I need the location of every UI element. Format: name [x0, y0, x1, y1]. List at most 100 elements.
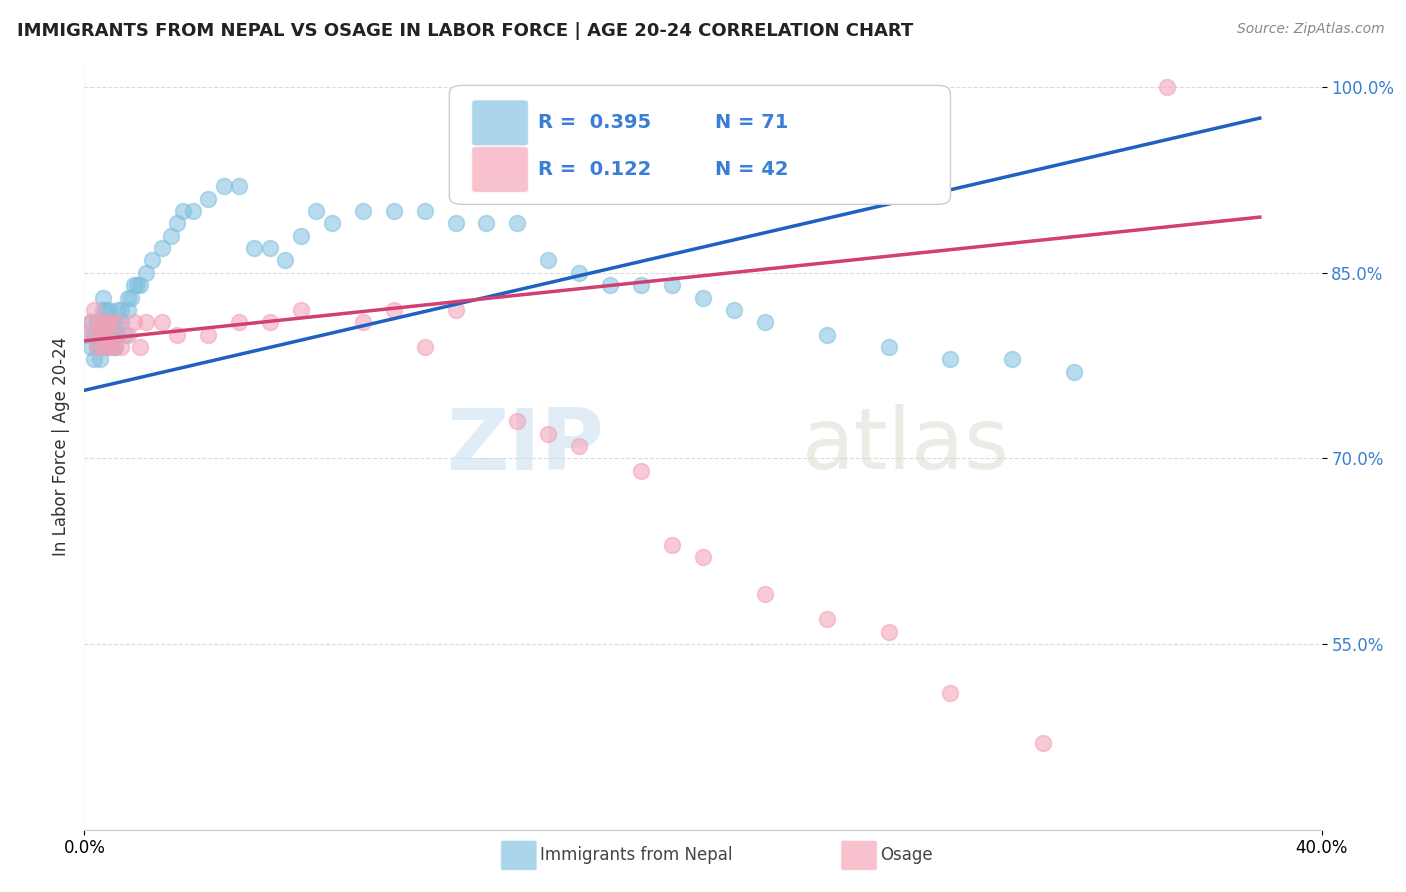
Point: [537, 253, 560, 268]
Point: [98, 340, 121, 354]
Point: [228, 179, 250, 194]
Point: [661, 278, 683, 293]
FancyBboxPatch shape: [501, 840, 537, 871]
Point: [382, 302, 405, 317]
Point: [89, 315, 111, 329]
Point: [94, 315, 117, 329]
Point: [352, 203, 374, 218]
Point: [150, 241, 173, 255]
Point: [692, 291, 714, 305]
Point: [117, 291, 139, 305]
Point: [475, 216, 498, 230]
Text: Osage: Osage: [880, 847, 932, 864]
FancyBboxPatch shape: [471, 146, 529, 193]
Point: [120, 291, 142, 305]
Point: [89, 327, 111, 342]
Point: [107, 327, 129, 342]
Point: [101, 327, 124, 342]
Point: [104, 315, 127, 329]
Point: [98, 327, 121, 342]
Point: [506, 216, 529, 230]
Point: [83, 352, 105, 367]
Point: [568, 266, 591, 280]
Point: [91, 302, 114, 317]
Point: [274, 253, 297, 268]
Point: [114, 327, 136, 342]
Point: [135, 266, 157, 280]
Point: [89, 327, 111, 342]
Point: [661, 538, 683, 552]
Point: [94, 340, 117, 354]
Point: [537, 426, 560, 441]
Point: [110, 340, 132, 354]
Point: [76, 327, 98, 342]
Point: [939, 352, 962, 367]
Point: [104, 340, 127, 354]
Point: [413, 203, 436, 218]
Point: [815, 327, 838, 342]
Point: [107, 302, 129, 317]
Point: [101, 327, 124, 342]
Point: [79, 315, 101, 329]
Point: [506, 414, 529, 428]
Point: [321, 216, 343, 230]
Point: [290, 228, 312, 243]
Point: [197, 327, 219, 342]
FancyBboxPatch shape: [471, 100, 529, 146]
FancyBboxPatch shape: [450, 86, 950, 204]
Point: [98, 302, 121, 317]
Point: [91, 340, 114, 354]
Text: Immigrants from Nepal: Immigrants from Nepal: [540, 847, 733, 864]
Point: [141, 253, 163, 268]
Point: [125, 278, 148, 293]
Point: [110, 315, 132, 329]
Point: [630, 464, 652, 478]
Point: [444, 302, 467, 317]
Point: [107, 315, 129, 329]
Point: [1063, 365, 1085, 379]
Point: [98, 315, 121, 329]
Point: [939, 686, 962, 700]
Point: [91, 327, 114, 342]
Point: [352, 315, 374, 329]
Point: [89, 340, 111, 354]
Point: [122, 315, 145, 329]
Point: [76, 327, 98, 342]
Point: [290, 302, 312, 317]
Point: [413, 340, 436, 354]
Point: [723, 302, 745, 317]
Point: [599, 278, 621, 293]
Text: N = 42: N = 42: [716, 160, 789, 179]
Point: [877, 340, 900, 354]
Point: [94, 302, 117, 317]
Point: [79, 315, 101, 329]
Point: [122, 278, 145, 293]
Point: [91, 291, 114, 305]
Point: [172, 203, 194, 218]
Point: [129, 340, 152, 354]
Point: [89, 352, 111, 367]
Point: [243, 241, 266, 255]
Text: IMMIGRANTS FROM NEPAL VS OSAGE IN LABOR FORCE | AGE 20-24 CORRELATION CHART: IMMIGRANTS FROM NEPAL VS OSAGE IN LABOR …: [17, 22, 912, 40]
Point: [150, 315, 173, 329]
Point: [160, 228, 183, 243]
Point: [692, 550, 714, 565]
Point: [86, 315, 108, 329]
Point: [101, 340, 124, 354]
Text: Source: ZipAtlas.com: Source: ZipAtlas.com: [1237, 22, 1385, 37]
Point: [754, 315, 776, 329]
Point: [181, 203, 204, 218]
Point: [135, 315, 157, 329]
FancyBboxPatch shape: [841, 840, 877, 871]
Text: R =  0.395: R = 0.395: [538, 113, 651, 132]
Point: [259, 241, 281, 255]
Point: [86, 340, 108, 354]
Point: [83, 327, 105, 342]
Text: atlas: atlas: [801, 404, 1010, 488]
Point: [94, 315, 117, 329]
Point: [83, 302, 105, 317]
Point: [212, 179, 235, 194]
Point: [877, 624, 900, 639]
Point: [104, 340, 127, 354]
Point: [1001, 352, 1024, 367]
